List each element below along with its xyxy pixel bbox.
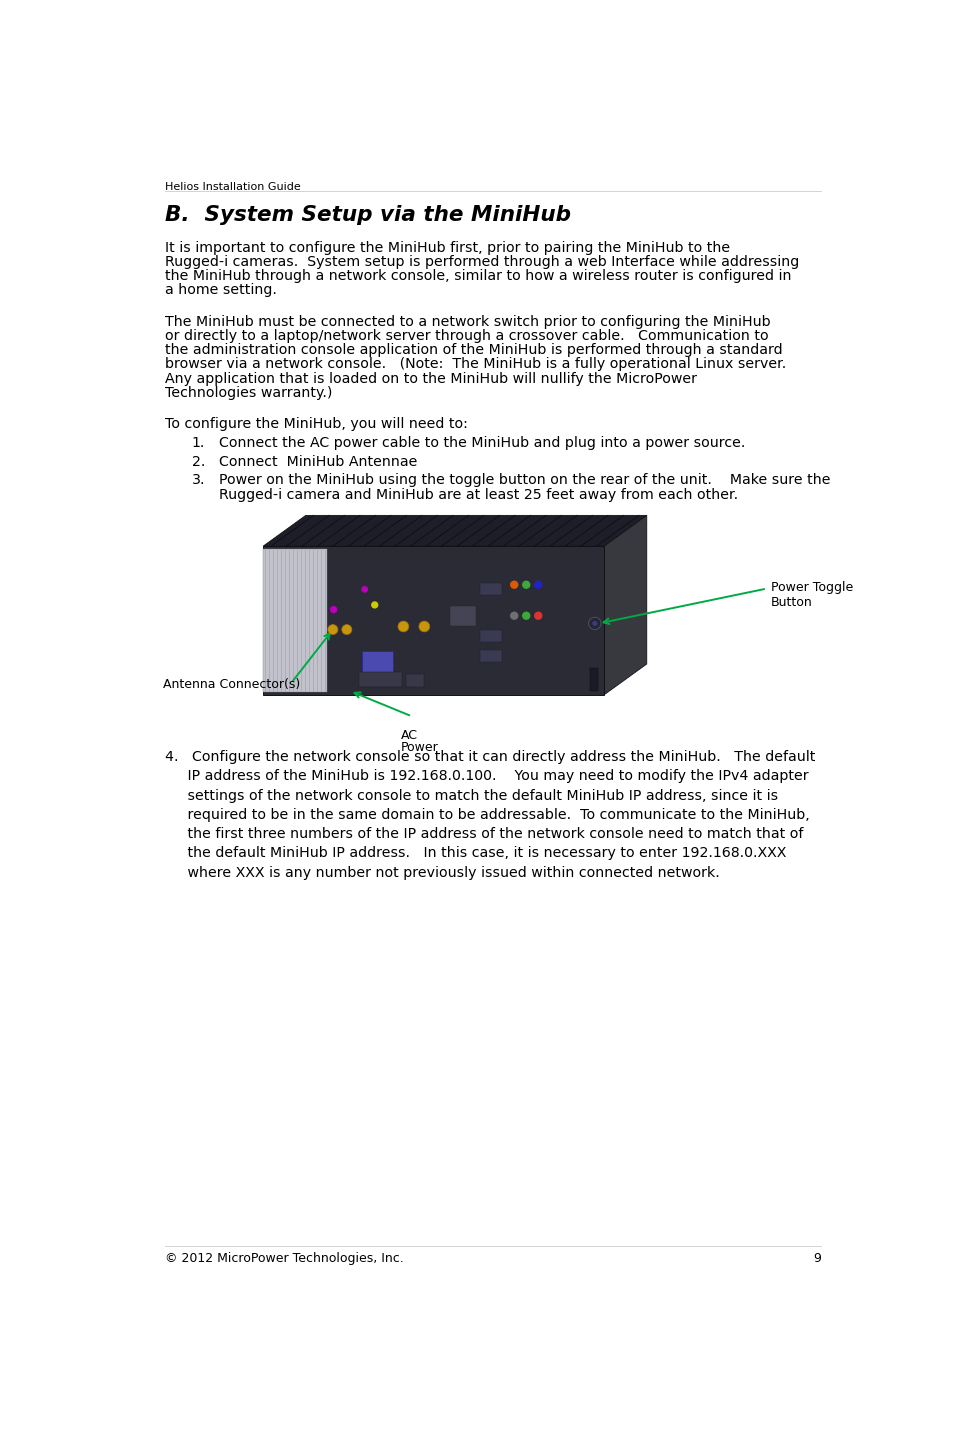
Text: the MiniHub through a network console, similar to how a wireless router is confi: the MiniHub through a network console, s…	[165, 270, 791, 283]
Text: browser via a network console.   (Note:  The MiniHub is a fully operational Linu: browser via a network console. (Note: Th…	[165, 357, 786, 372]
Text: Rugged-i cameras.  System setup is performed through a web Interface while addre: Rugged-i cameras. System setup is perfor…	[165, 255, 799, 268]
Text: IP address of the MiniHub is 192.168.0.100.    You may need to modify the IPv4 a: IP address of the MiniHub is 192.168.0.1…	[165, 769, 809, 784]
Text: the administration console application of the MiniHub is performed through a sta: the administration console application o…	[165, 343, 783, 357]
Text: required to be in the same domain to be addressable.  To communicate to the Mini: required to be in the same domain to be …	[165, 808, 810, 822]
Text: the default MiniHub IP address.   In this case, it is necessary to enter 192.168: the default MiniHub IP address. In this …	[165, 847, 787, 861]
Text: settings of the network console to match the default MiniHub IP address, since i: settings of the network console to match…	[165, 789, 778, 802]
Circle shape	[511, 613, 517, 618]
Text: Rugged-i camera and MiniHub are at least 25 feet away from each other.: Rugged-i camera and MiniHub are at least…	[219, 488, 738, 502]
Circle shape	[535, 581, 541, 588]
Text: Power on the MiniHub using the toggle button on the rear of the unit.    Make su: Power on the MiniHub using the toggle bu…	[219, 474, 831, 488]
Text: Antenna Connector(s): Antenna Connector(s)	[163, 679, 301, 692]
Text: Connect  MiniHub Antennae: Connect MiniHub Antennae	[219, 455, 418, 469]
Text: 3.: 3.	[192, 474, 205, 488]
Text: © 2012 MicroPower Technologies, Inc.: © 2012 MicroPower Technologies, Inc.	[165, 1251, 403, 1264]
Text: Technologies warranty.): Technologies warranty.)	[165, 386, 332, 400]
FancyBboxPatch shape	[263, 547, 604, 695]
Polygon shape	[263, 515, 647, 547]
FancyBboxPatch shape	[362, 651, 394, 673]
Circle shape	[372, 603, 377, 608]
Text: Power Toggle: Power Toggle	[771, 581, 853, 594]
Circle shape	[398, 621, 409, 631]
FancyBboxPatch shape	[480, 650, 502, 662]
Text: It is important to configure the MiniHub first, prior to pairing the MiniHub to : It is important to configure the MiniHub…	[165, 241, 730, 255]
FancyBboxPatch shape	[359, 672, 401, 687]
Text: Button: Button	[771, 596, 812, 610]
Circle shape	[419, 621, 430, 631]
Circle shape	[523, 581, 530, 588]
Text: The MiniHub must be connected to a network switch prior to configuring the MiniH: The MiniHub must be connected to a netwo…	[165, 314, 770, 329]
Circle shape	[588, 617, 601, 630]
Circle shape	[523, 613, 530, 618]
FancyBboxPatch shape	[590, 667, 598, 690]
Circle shape	[362, 587, 367, 593]
Circle shape	[535, 613, 541, 618]
FancyBboxPatch shape	[263, 550, 327, 692]
Text: a home setting.: a home setting.	[165, 284, 277, 297]
Text: 4.   Configure the network console so that it can directly address the MiniHub. : 4. Configure the network console so that…	[165, 751, 815, 765]
Circle shape	[331, 607, 336, 613]
Text: AC: AC	[401, 729, 418, 742]
Circle shape	[328, 624, 338, 634]
Text: Any application that is loaded on to the MiniHub will nullify the MicroPower: Any application that is loaded on to the…	[165, 372, 696, 386]
Text: Connect the AC power cable to the MiniHub and plug into a power source.: Connect the AC power cable to the MiniHu…	[219, 436, 745, 451]
FancyBboxPatch shape	[406, 673, 424, 687]
Circle shape	[593, 621, 597, 626]
Polygon shape	[604, 515, 647, 695]
Text: B.  System Setup via the MiniHub: B. System Setup via the MiniHub	[165, 205, 571, 225]
FancyBboxPatch shape	[480, 583, 502, 596]
Text: 9: 9	[813, 1251, 821, 1264]
Circle shape	[511, 581, 517, 588]
Text: or directly to a laptop/network server through a crossover cable.   Communicatio: or directly to a laptop/network server t…	[165, 329, 768, 343]
Text: Helios Installation Guide: Helios Installation Guide	[165, 182, 301, 192]
Text: where XXX is any number not previously issued within connected network.: where XXX is any number not previously i…	[165, 865, 719, 880]
FancyBboxPatch shape	[450, 607, 476, 627]
Text: To configure the MiniHub, you will need to:: To configure the MiniHub, you will need …	[165, 418, 468, 430]
Text: 2.: 2.	[192, 455, 205, 469]
Text: Power: Power	[401, 742, 439, 755]
FancyBboxPatch shape	[480, 630, 502, 641]
Text: the first three numbers of the IP address of the network console need to match t: the first three numbers of the IP addres…	[165, 827, 803, 841]
Circle shape	[342, 624, 352, 634]
Text: 1.: 1.	[192, 436, 205, 451]
